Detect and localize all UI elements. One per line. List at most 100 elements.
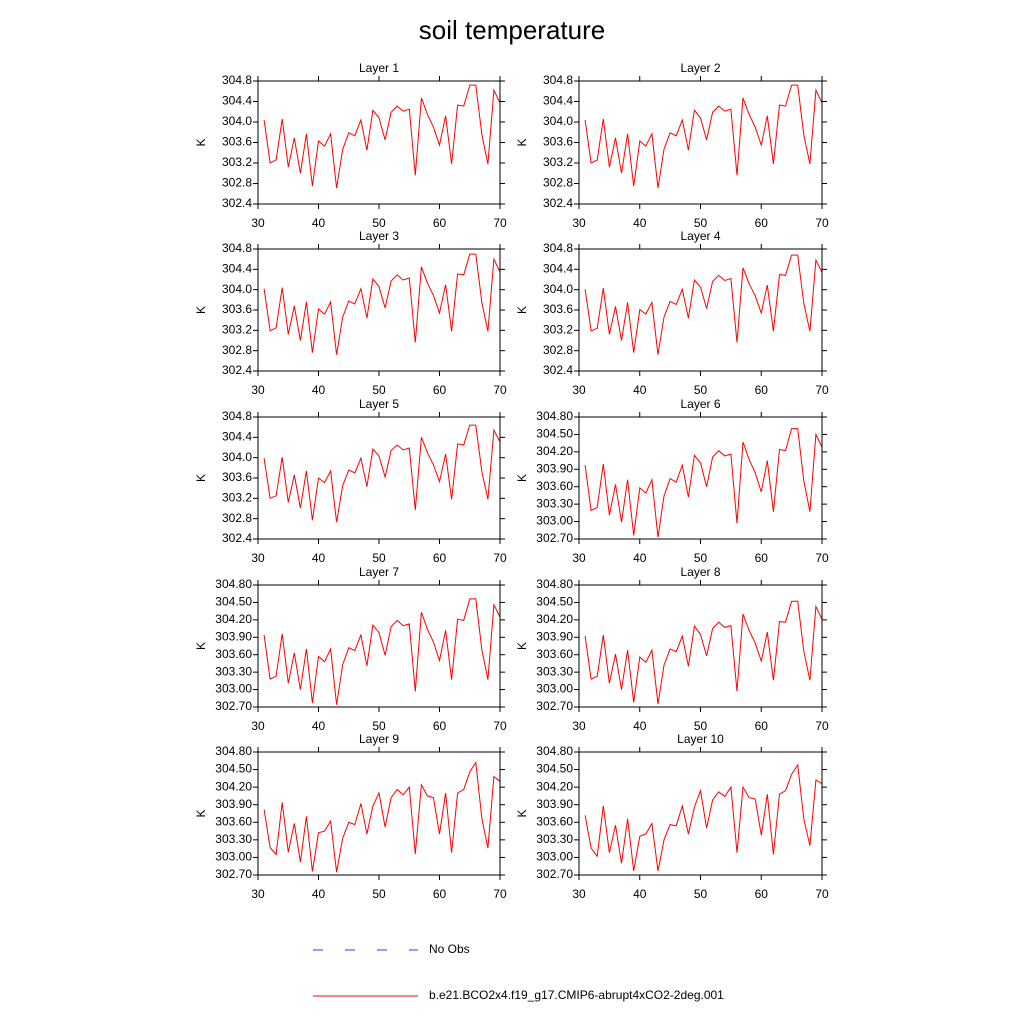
data-line: [584, 600, 823, 705]
y-tick-label: 304.4: [222, 262, 252, 276]
data-line: [584, 428, 823, 538]
y-tick-label: 304.8: [543, 73, 573, 87]
x-tick-label: 30: [251, 216, 265, 230]
y-tick-label: 303.90: [536, 461, 573, 475]
y-tick-label: 304.8: [543, 241, 573, 255]
y-axis-label: K: [515, 642, 529, 650]
y-tick-label: 303.2: [222, 491, 252, 505]
y-axis-label: K: [515, 138, 529, 146]
x-tick-label: 40: [312, 887, 326, 901]
x-tick-label: 50: [694, 719, 708, 733]
y-tick-label: 302.70: [215, 867, 252, 881]
plot-frame: [578, 584, 823, 708]
y-tick-label: 304.4: [543, 94, 573, 108]
x-tick-label: 60: [755, 216, 769, 230]
y-tick-label: 303.6: [543, 135, 573, 149]
y-tick-label: 303.90: [215, 797, 252, 811]
y-tick-label: 304.50: [536, 427, 573, 441]
x-tick-label: 60: [755, 383, 769, 397]
data-line: [263, 253, 501, 355]
y-tick-label: 302.4: [543, 363, 573, 377]
panel-title: Layer 4: [680, 229, 720, 243]
y-tick-label: 304.20: [215, 779, 252, 793]
panel-title: Layer 1: [359, 61, 399, 75]
y-axis-label: K: [515, 809, 529, 817]
x-tick-label: 60: [433, 719, 447, 733]
x-tick-label: 70: [493, 719, 507, 733]
y-tick-label: 303.6: [222, 135, 252, 149]
legend-label: No Obs: [429, 942, 470, 956]
x-tick-label: 60: [755, 719, 769, 733]
x-tick-label: 50: [694, 887, 708, 901]
y-tick-label: 303.2: [543, 323, 573, 337]
plot-frame: [578, 80, 823, 205]
y-tick-label: 304.8: [222, 241, 252, 255]
x-tick-label: 40: [633, 719, 647, 733]
y-tick-label: 302.8: [222, 343, 252, 357]
x-tick-label: 60: [433, 887, 447, 901]
panel-title: Layer 2: [680, 61, 720, 75]
y-tick-label: 304.4: [222, 430, 252, 444]
y-tick-label: 303.6: [543, 302, 573, 316]
y-tick-label: 303.30: [536, 664, 573, 678]
y-tick-label: 303.2: [222, 323, 252, 337]
panel-title: Layer 5: [359, 397, 399, 411]
x-tick-label: 60: [755, 551, 769, 565]
y-tick-label: 304.4: [222, 94, 252, 108]
x-tick-label: 60: [433, 216, 447, 230]
plot-frame: [578, 751, 823, 876]
x-tick-label: 30: [572, 887, 586, 901]
panel-title: Layer 9: [359, 732, 399, 746]
x-tick-label: 50: [694, 383, 708, 397]
x-tick-label: 60: [755, 887, 769, 901]
x-tick-label: 50: [372, 551, 386, 565]
x-tick-label: 70: [493, 383, 507, 397]
y-tick-label: 303.6: [222, 470, 252, 484]
plot-frame: [578, 248, 823, 372]
data-line: [584, 84, 823, 189]
x-tick-label: 50: [694, 551, 708, 565]
data-line: [263, 761, 501, 873]
y-tick-label: 303.00: [536, 682, 573, 696]
x-tick-label: 30: [251, 719, 265, 733]
x-tick-label: 70: [815, 551, 829, 565]
x-tick-label: 40: [633, 551, 647, 565]
y-tick-label: 304.50: [536, 595, 573, 609]
y-tick-label: 302.70: [536, 699, 573, 713]
x-tick-label: 40: [633, 383, 647, 397]
y-tick-label: 304.0: [543, 114, 573, 128]
y-tick-label: 304.50: [215, 595, 252, 609]
y-axis-label: K: [194, 474, 208, 482]
data-line: [263, 598, 501, 705]
data-line: [584, 254, 823, 355]
y-tick-label: 302.8: [222, 176, 252, 190]
y-tick-label: 304.0: [222, 450, 252, 464]
panel-title: Layer 6: [680, 397, 720, 411]
y-tick-label: 303.60: [536, 814, 573, 828]
x-tick-label: 30: [251, 551, 265, 565]
y-tick-label: 303.00: [536, 850, 573, 864]
x-tick-label: 30: [572, 216, 586, 230]
y-tick-label: 302.8: [543, 343, 573, 357]
y-tick-label: 302.70: [215, 699, 252, 713]
y-tick-label: 303.2: [543, 155, 573, 169]
y-tick-label: 303.30: [215, 664, 252, 678]
y-tick-label: 304.20: [536, 444, 573, 458]
panel-title: Layer 3: [359, 229, 399, 243]
x-tick-label: 30: [572, 719, 586, 733]
x-tick-label: 50: [372, 216, 386, 230]
y-tick-label: 304.80: [215, 744, 252, 758]
panel-title: Layer 8: [680, 565, 720, 579]
y-axis-label: K: [194, 809, 208, 817]
data-line: [263, 84, 501, 189]
y-tick-label: 304.50: [536, 762, 573, 776]
y-tick-label: 302.4: [222, 363, 252, 377]
x-tick-label: 60: [433, 551, 447, 565]
y-tick-label: 302.4: [543, 196, 573, 210]
x-tick-label: 70: [815, 719, 829, 733]
y-tick-label: 302.4: [222, 196, 252, 210]
x-tick-label: 50: [372, 719, 386, 733]
x-tick-label: 70: [815, 383, 829, 397]
legend-label: b.e21.BCO2x4.f19_g17.CMIP6-abrupt4xCO2-2…: [429, 988, 724, 1002]
y-tick-label: 302.8: [543, 176, 573, 190]
